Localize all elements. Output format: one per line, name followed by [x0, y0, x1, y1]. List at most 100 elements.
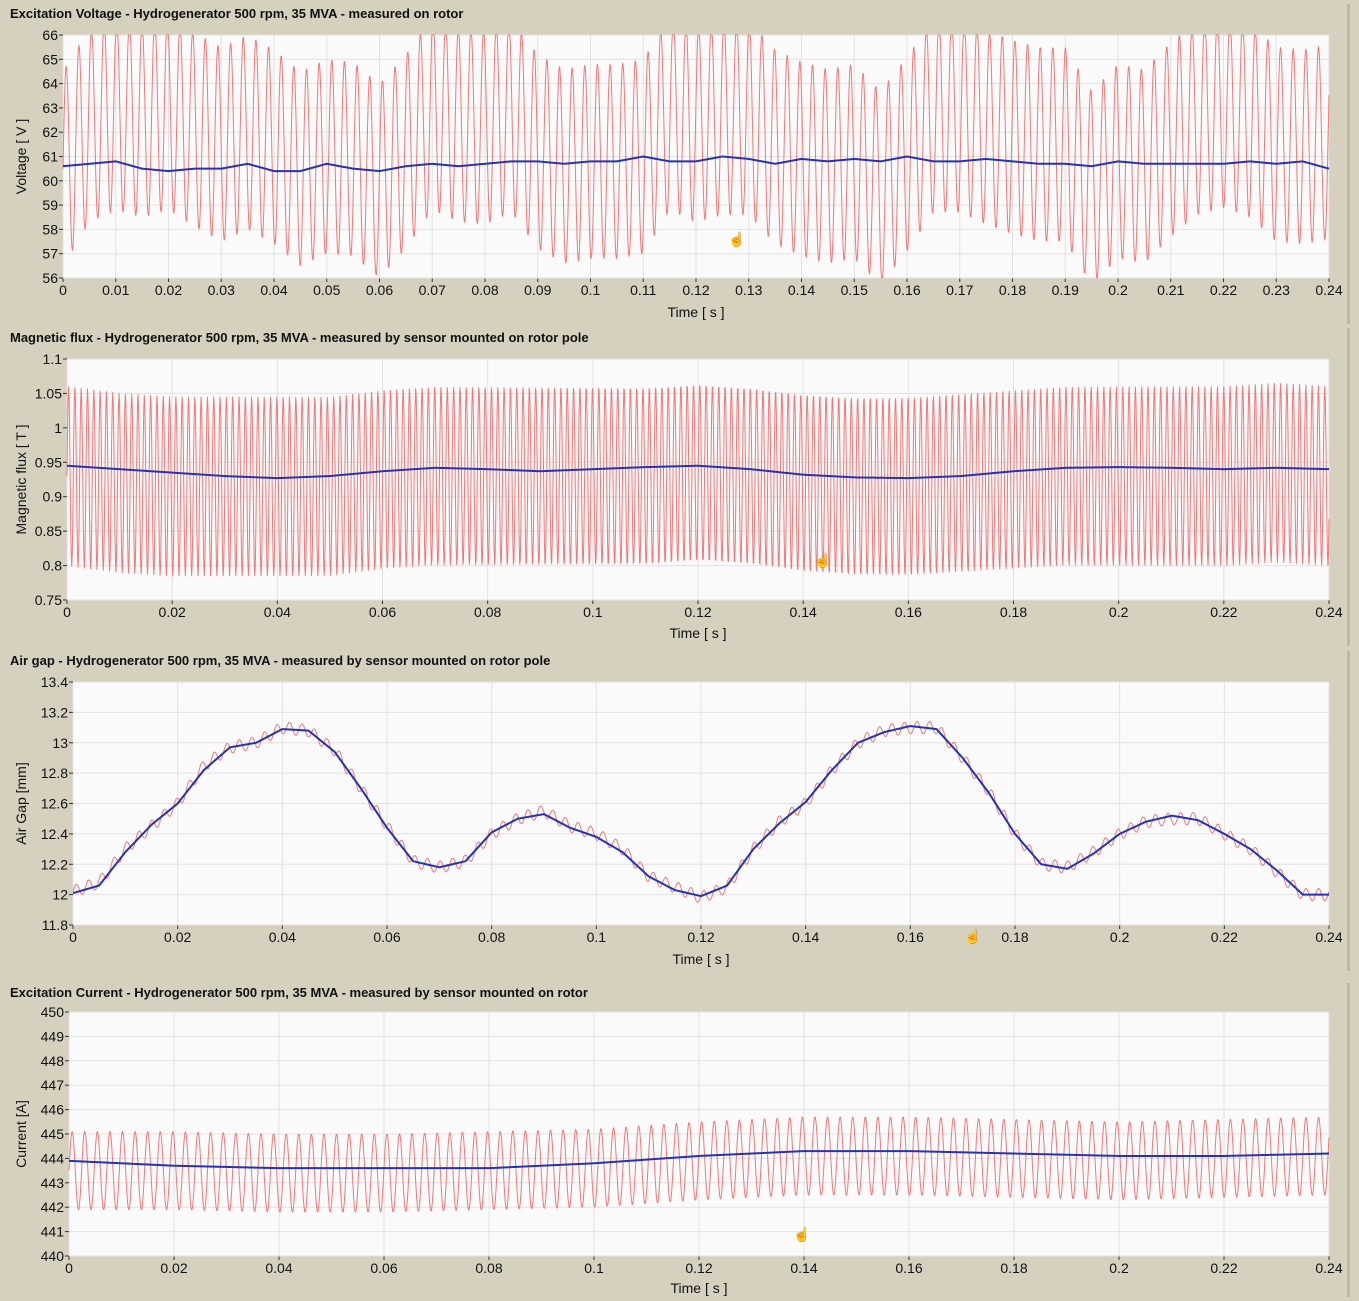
x-tick-label: 0.22	[1211, 929, 1238, 945]
voltage-chart: 0 0.01 0.02 0.03 0.04 0.05 0.06 0.07 0.08 0.09 0.1…	[13, 27, 1343, 320]
y-tick-label: 65	[42, 51, 58, 67]
y-tick-label: 13.4	[41, 674, 68, 690]
flux-chart-title: Magnetic flux - Hydrogenerator 500 rpm, …	[10, 330, 589, 345]
airgap-chart-title: Air gap - Hydrogenerator 500 rpm, 35 MVA…	[10, 653, 551, 668]
y-tick-label: 448	[41, 1053, 65, 1069]
y-tick-label: 0.9	[43, 489, 63, 505]
x-tick-label: 0.1	[584, 1260, 604, 1276]
x-tick-label: 0.07	[419, 282, 446, 298]
y-tick-label: 13.2	[41, 704, 68, 720]
x-tick-label: 0.18	[1000, 1260, 1027, 1276]
x-tick-label: 0.19	[1052, 282, 1079, 298]
x-tick-label: 0.18	[999, 282, 1026, 298]
y-tick-label: 63	[42, 100, 58, 116]
y-tick-label: 62	[42, 124, 58, 140]
x-tick-label: 0.09	[524, 282, 551, 298]
x-tick-label: 0.16	[893, 282, 920, 298]
x-axis-label: Time [ s ]	[669, 625, 726, 641]
current-chart: 0 0.02 0.04 0.06 0.08 0.1 0.12 0.14 0.16 0.18 0.2 0…	[13, 1004, 1343, 1296]
x-tick-label: 0.1	[587, 929, 607, 945]
x-tick-label: 0.16	[895, 1260, 922, 1276]
y-tick-label: 0.95	[35, 454, 62, 470]
hand-cursor-icon: ☝	[728, 231, 746, 247]
x-tick-label: 0.2	[1109, 1260, 1129, 1276]
voltage-chart-title: Excitation Voltage - Hydrogenerator 500 …	[10, 6, 464, 21]
hand-cursor-icon: ☝	[793, 1226, 811, 1242]
y-tick-label: 0.85	[35, 523, 62, 539]
x-tick-label: 0.13	[735, 282, 762, 298]
y-tick-label: 60	[42, 173, 58, 189]
x-tick-label: 0.02	[155, 282, 182, 298]
series-line-raw	[66, 382, 1330, 577]
airgap-chart: 0 0.02 0.04 0.06 0.08 0.1 0.12 0.14 0.16 0.18 0.2 0…	[13, 674, 1343, 967]
series-line-raw	[62, 34, 1330, 279]
y-tick-label: 56	[42, 270, 58, 286]
y-tick-label: 449	[41, 1028, 65, 1044]
x-tick-label: 0.21	[1157, 282, 1184, 298]
y-tick-label: 13	[52, 735, 68, 751]
hand-cursor-icon: ☝	[814, 552, 832, 568]
x-tick-label: 0.04	[260, 282, 287, 298]
x-tick-label: 0.18	[1000, 604, 1027, 620]
y-tick-label: 1.05	[35, 385, 62, 401]
x-tick-label: 0	[59, 282, 67, 298]
y-axis-label: Air Gap [mm]	[13, 762, 29, 844]
y-tick-label: 443	[41, 1175, 65, 1191]
y-axis-label: Voltage [ V ]	[13, 119, 29, 195]
x-tick-label: 0.12	[682, 282, 709, 298]
x-tick-label: 0.02	[164, 929, 191, 945]
y-tick-label: 12.6	[41, 796, 68, 812]
x-tick-label: 0.24	[1315, 929, 1342, 945]
x-tick-label: 0.11	[630, 282, 656, 298]
y-tick-label: 12.2	[41, 856, 68, 872]
y-tick-label: 64	[42, 76, 58, 92]
x-tick-label: 0.16	[897, 929, 924, 945]
y-tick-label: 0.8	[43, 558, 63, 574]
x-tick-label: 0.02	[159, 604, 186, 620]
x-tick-label: 0.12	[684, 604, 711, 620]
x-tick-label: 0.06	[370, 1260, 397, 1276]
y-tick-label: 450	[41, 1004, 65, 1020]
flux-chart: 0 0.02 0.04 0.06 0.08 0.1 0.12 0.14 0.16 0.18 0.2 0…	[13, 351, 1343, 641]
x-tick-label: 0.18	[1001, 929, 1028, 945]
series-line-raw	[68, 1116, 1330, 1213]
x-tick-label: 0.22	[1210, 1260, 1237, 1276]
y-tick-label: 446	[41, 1102, 65, 1118]
x-tick-label: 0.08	[478, 929, 505, 945]
x-axis-label: Time [ s ]	[670, 1280, 727, 1296]
voltage-chart-panel: Excitation Voltage - Hydrogenerator 500 …	[4, 4, 1350, 324]
x-tick-label: 0.01	[102, 282, 129, 298]
x-tick-label: 0.02	[160, 1260, 187, 1276]
series-line-filtered	[68, 1150, 1330, 1170]
x-tick-label: 0.05	[313, 282, 340, 298]
x-tick-label: 0.14	[792, 929, 819, 945]
y-tick-label: 441	[41, 1224, 65, 1240]
x-tick-label: 0	[65, 1260, 73, 1276]
x-tick-label: 0.14	[788, 282, 815, 298]
x-tick-label: 0.06	[369, 604, 396, 620]
y-tick-label: 442	[41, 1199, 65, 1215]
x-tick-label: 0.12	[685, 1260, 712, 1276]
x-tick-label: 0	[69, 929, 77, 945]
y-tick-label: 58	[42, 221, 58, 237]
current-chart-title: Excitation Current - Hydrogenerator 500 …	[10, 985, 588, 1000]
y-tick-label: 12.4	[41, 826, 68, 842]
x-axis-label: Time [ s ]	[672, 951, 729, 967]
x-tick-label: 0.14	[790, 604, 817, 620]
y-tick-label: 66	[42, 27, 58, 43]
y-tick-label: 1.1	[43, 351, 63, 367]
x-tick-label: 0.22	[1210, 604, 1237, 620]
x-tick-label: 0.2	[1109, 604, 1129, 620]
x-tick-label: 0.17	[946, 282, 973, 298]
y-tick-label: 59	[42, 197, 58, 213]
y-tick-label: 440	[41, 1248, 65, 1264]
x-tick-label: 0.24	[1315, 604, 1342, 620]
x-tick-label: 0.04	[264, 604, 291, 620]
y-tick-label: 445	[41, 1126, 65, 1142]
x-tick-label: 0.22	[1210, 282, 1237, 298]
y-axis-label: Current [A]	[13, 1100, 29, 1168]
x-tick-label: 0.08	[474, 604, 501, 620]
y-axis-label: Magnetic flux [ T ]	[13, 425, 29, 535]
x-tick-label: 0.2	[1108, 282, 1128, 298]
series-line-filtered	[62, 155, 1330, 173]
